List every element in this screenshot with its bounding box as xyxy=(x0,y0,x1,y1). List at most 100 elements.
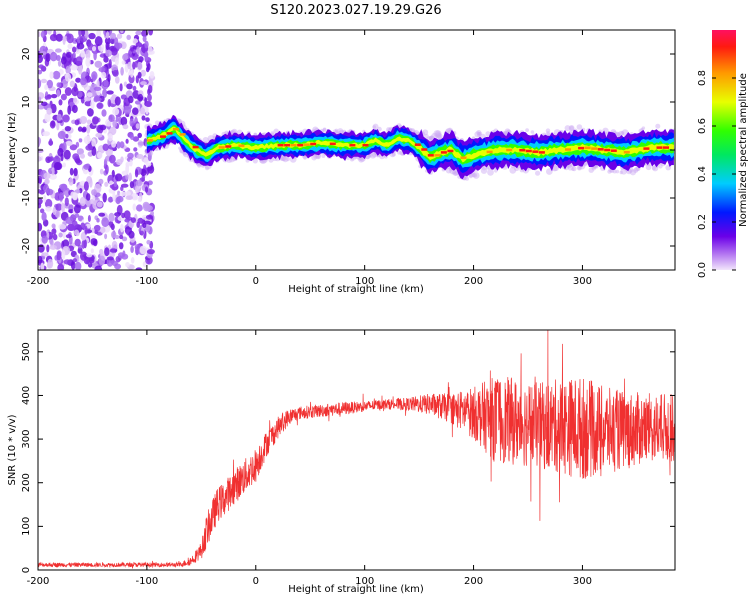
ridge-halo xyxy=(471,173,476,178)
noise-speckle xyxy=(68,209,74,214)
noise-speckle xyxy=(116,195,124,203)
ridge-halo xyxy=(576,165,583,171)
ridge-halo xyxy=(311,154,317,161)
ridge-halo xyxy=(154,120,160,126)
ridge-halo xyxy=(486,166,490,170)
ridge-halo xyxy=(428,136,433,140)
noise-speckle xyxy=(98,67,106,73)
noise-speckle xyxy=(69,144,78,151)
y-tick-label: -10 xyxy=(21,190,32,206)
snr-y-ticks: 0 100 200 300 400 500 xyxy=(21,342,675,573)
noise-speckle xyxy=(145,117,150,122)
noise-speckle xyxy=(76,148,84,155)
noise-speckle xyxy=(45,206,52,212)
noise-speckle xyxy=(56,82,62,88)
noise-speckle xyxy=(82,126,87,132)
noise-speckle xyxy=(62,239,70,248)
noise-speckle xyxy=(90,238,98,246)
noise-speckle xyxy=(73,97,78,103)
noise-speckle xyxy=(145,214,154,220)
ridge-halo xyxy=(655,123,661,129)
noise-speckle xyxy=(137,62,143,70)
noise-speckle xyxy=(123,81,128,87)
figure-title: S120.2023.027.19.29.G26 xyxy=(270,3,441,18)
ridge-halo xyxy=(568,125,575,131)
noise-speckle xyxy=(142,222,147,228)
ridge-halo xyxy=(204,166,210,171)
noise-speckle xyxy=(137,90,144,96)
ridge-halo xyxy=(546,133,550,137)
noise-speckle xyxy=(62,162,66,168)
ridge-halo xyxy=(358,156,365,163)
noise-speckle xyxy=(105,49,112,57)
noise-speckle xyxy=(116,33,123,39)
noise-speckle xyxy=(38,255,43,264)
noise-speckle xyxy=(101,217,110,228)
noise-speckle xyxy=(132,107,139,115)
noise-speckle xyxy=(78,30,82,37)
noise-speckle xyxy=(49,173,57,180)
noise-speckle xyxy=(52,233,58,241)
noise-speckle xyxy=(109,180,114,185)
ridge-halo xyxy=(365,155,370,160)
noise-speckle xyxy=(91,46,97,52)
noise-speckle xyxy=(38,182,41,189)
y-tick-label: 300 xyxy=(21,430,32,449)
noise-speckle xyxy=(120,30,124,34)
noise-speckle xyxy=(150,210,155,216)
ridge-halo xyxy=(472,173,478,178)
noise-speckle xyxy=(98,255,106,266)
noise-speckle xyxy=(93,224,101,232)
ridge-halo xyxy=(509,167,517,174)
noise-speckle xyxy=(79,116,88,124)
noise-speckle xyxy=(74,261,82,270)
ridge-halo xyxy=(594,164,599,169)
ridge-halo xyxy=(397,150,402,155)
ridge-halo xyxy=(477,131,481,136)
ridge-halo xyxy=(197,163,202,168)
ridge-band xyxy=(146,125,674,165)
noise-speckle xyxy=(130,217,136,224)
noise-speckle xyxy=(111,169,115,178)
noise-speckle xyxy=(104,37,111,45)
ridge-halo xyxy=(652,166,656,171)
ridge-halo xyxy=(571,167,575,171)
ridge-halo xyxy=(303,156,307,160)
ridge-halo xyxy=(477,133,481,137)
noise-speckle xyxy=(53,162,62,171)
noise-speckle xyxy=(102,192,107,203)
noise-speckle xyxy=(61,78,68,89)
ridge-halo xyxy=(350,157,354,162)
noise-speckle xyxy=(96,151,103,159)
noise-speckle xyxy=(61,202,65,213)
noise-speckle xyxy=(119,83,123,92)
noise-speckle xyxy=(140,168,147,177)
noise-speckle xyxy=(65,141,73,146)
noise-speckle xyxy=(128,172,132,182)
noise-speckle xyxy=(92,74,96,82)
noise-speckle xyxy=(133,147,138,152)
noise-speckle xyxy=(127,61,132,70)
noise-speckle xyxy=(65,234,72,239)
spectrogram-x-label: Height of straight line (km) xyxy=(288,284,424,295)
noise-speckle xyxy=(147,164,155,174)
noise-speckle xyxy=(147,93,152,102)
noise-speckle xyxy=(80,251,88,261)
ridge-halo xyxy=(576,124,583,130)
noise-speckle xyxy=(120,156,124,163)
snr-x-ticks: -200 -100 0 100 200 300 xyxy=(27,330,592,587)
ridge-halo xyxy=(535,170,541,176)
noise-speckle xyxy=(96,30,101,38)
noise-speckle xyxy=(89,199,94,205)
ridge-halo xyxy=(334,130,339,135)
noise-speckle xyxy=(99,248,104,256)
ridge-halo xyxy=(252,158,258,164)
noise-speckle xyxy=(90,99,95,110)
ridge-halo xyxy=(472,172,480,179)
x-tick-label: 0 xyxy=(253,276,259,287)
noise-speckle xyxy=(49,156,54,162)
noise-speckle xyxy=(80,50,86,58)
noise-speckle xyxy=(83,181,89,192)
noise-speckle xyxy=(110,47,118,56)
